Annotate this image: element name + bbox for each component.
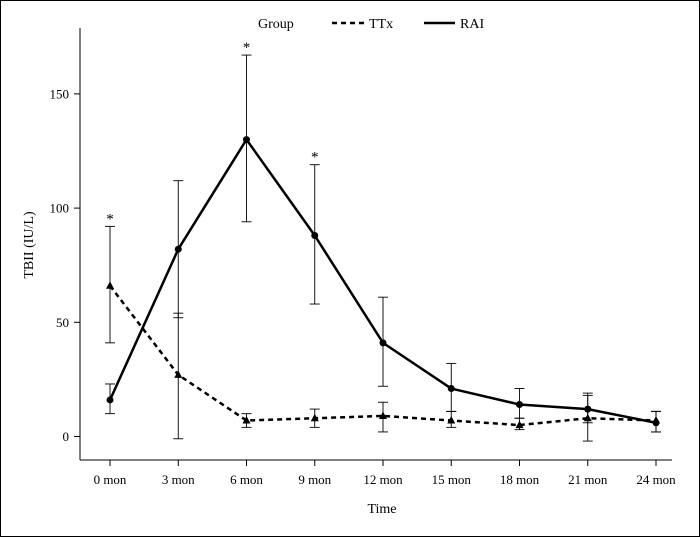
x-tick-label: 24 mon [636, 472, 676, 487]
legend-rai-label: RAI [460, 17, 484, 32]
data-point-ttx [106, 281, 114, 289]
data-point-rai [584, 405, 592, 413]
x-tick-label: 15 mon [432, 472, 472, 487]
data-point-rai [106, 396, 114, 404]
legend-title: Group [258, 17, 294, 32]
x-tick-label: 12 mon [363, 472, 403, 487]
x-ticks: 0 mon 3 mon 6 mon 9 mon 12 mon 15 mon 18 mon 21… [94, 460, 676, 487]
series-rai [105, 54, 661, 433]
x-tick-label: 21 mon [568, 472, 608, 487]
data-point-rai [447, 385, 455, 393]
series-layer [105, 54, 661, 442]
annotation-layer: * * * [106, 40, 318, 227]
data-point-ttx [515, 420, 524, 429]
data-point-ttx [447, 416, 456, 424]
y-ticks: 0 50 100 150 [50, 86, 80, 444]
x-tick-label: 18 mon [500, 472, 540, 487]
x-axis-title: Time [367, 502, 396, 517]
y-tick-label: 100 [50, 201, 70, 216]
data-point-rai [379, 339, 387, 347]
x-tick-label: 3 mon [162, 472, 195, 487]
y-tick-label: 150 [50, 86, 70, 101]
significance-marker: * [106, 211, 114, 227]
x-tick-label: 6 mon [230, 472, 263, 487]
data-point-rai [311, 232, 319, 240]
data-point-ttx [310, 413, 319, 422]
data-point-ttx [379, 411, 387, 419]
legend-ttx-label: TTx [369, 17, 393, 32]
data-point-rai [174, 245, 182, 253]
data-point-ttx [174, 370, 183, 378]
x-tick-label: 9 mon [298, 472, 331, 487]
data-point-rai [652, 419, 660, 427]
legend: Group TTx RAI [258, 17, 484, 32]
y-tick-label: 0 [63, 429, 70, 444]
data-point-rai [516, 401, 523, 409]
series-line-ttx [109, 284, 657, 427]
x-tick-label: 0 mon [94, 472, 127, 487]
significance-marker: * [243, 40, 251, 56]
data-point-ttx [242, 416, 251, 424]
y-axis-title: TBII (IU/L) [22, 211, 37, 279]
data-point-rai [243, 136, 250, 144]
significance-marker: * [311, 150, 319, 166]
y-tick-label: 50 [56, 315, 69, 330]
